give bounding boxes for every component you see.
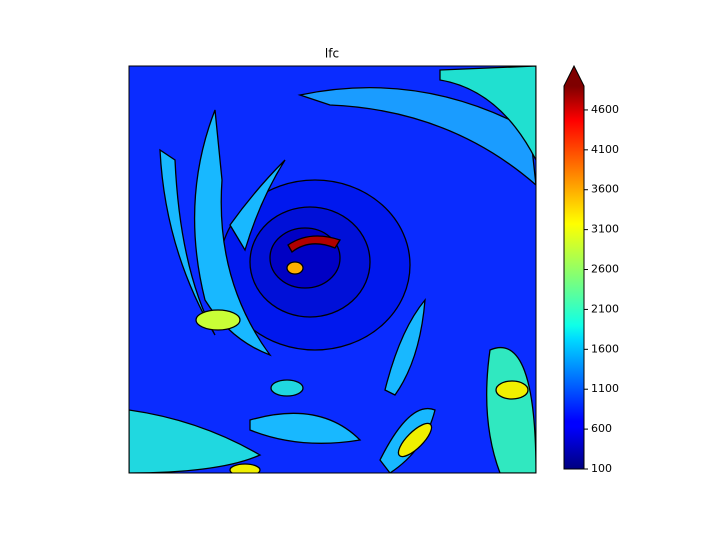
colorbar-tick-label: 4600 [591,103,619,116]
contour-region [270,379,304,397]
contour-region [297,87,536,186]
colorbar-gradient [564,86,584,469]
contour-region [159,148,216,336]
contour-region [249,412,362,444]
contour-region [495,380,529,400]
colorbar: 100 600 1100 1600 2100 2600 3100 3600 4100 4600 [563,64,619,475]
contour-region [287,235,341,253]
contour-region [397,422,433,458]
colorbar-tick-label: 2100 [591,302,619,315]
colorbar-tick-label: 2600 [591,263,619,276]
contour-region [193,109,272,357]
colorbar-tick-label: 3100 [591,223,619,236]
contour-region [384,298,426,396]
contour-field [129,66,536,473]
colorbar-tick-label: 600 [591,422,612,435]
colorbar-tick-label: 100 [591,462,612,475]
colorbar-tick-label: 3600 [591,183,619,196]
contour-region [195,309,241,331]
chart-title: lfc [325,47,339,61]
colorbar-tick-label: 1100 [591,382,619,395]
contour-region [229,463,261,473]
contour-region [129,409,262,473]
contour-region [229,159,286,252]
colorbar-tick-label: 1600 [591,342,619,355]
plot-frame [128,65,537,474]
colorbar-outline [563,64,585,470]
colorbar-tick-label: 4100 [591,143,619,156]
colorbar-extend [564,66,584,86]
contour-region [286,261,304,275]
